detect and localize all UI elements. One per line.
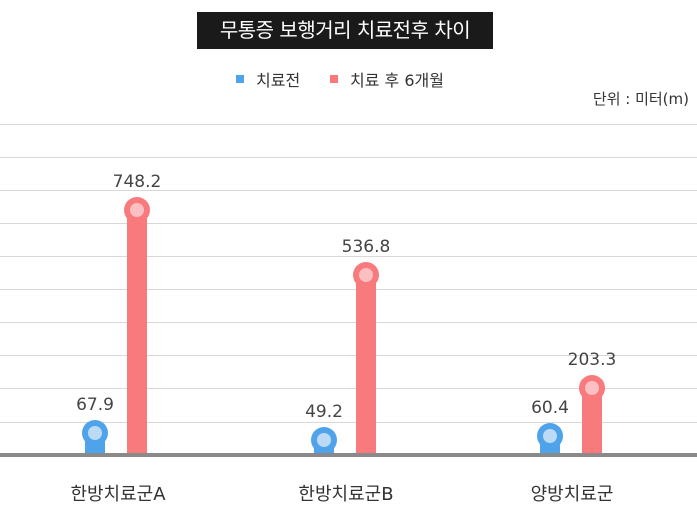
- legend-label-after: 치료 후 6개월: [350, 71, 444, 90]
- legend-swatch-after-icon: [330, 75, 338, 83]
- category-label-a: 한방치료군A: [70, 484, 166, 505]
- gridline: [0, 388, 697, 389]
- value-label-before-c: 60.4: [531, 398, 569, 418]
- legend-item-after: 치료 후 6개월: [330, 67, 444, 91]
- unit-label: 단위 : 미터(m): [592, 90, 689, 108]
- legend: 치료전 치료 후 6개월: [0, 67, 697, 91]
- gridline: [0, 223, 697, 224]
- legend-item-before: 치료전: [236, 67, 300, 91]
- gridline: [0, 322, 697, 323]
- marker-after-a: [124, 197, 150, 223]
- bar-after-c: [582, 388, 602, 454]
- marker-after-b: [353, 262, 379, 288]
- x-axis-baseline: [0, 453, 697, 457]
- marker-before-b: [311, 427, 337, 453]
- chart-title: 무통증 보행거리 치료전후 차이: [197, 12, 493, 49]
- gridline: [0, 289, 697, 290]
- marker-before-a: [82, 420, 108, 446]
- marker-before-c: [537, 423, 563, 449]
- gridline: [0, 157, 697, 158]
- gridline: [0, 422, 697, 423]
- value-label-after-a: 748.2: [112, 172, 162, 192]
- legend-swatch-before-icon: [236, 75, 244, 83]
- category-label-c: 양방치료군: [530, 484, 614, 505]
- bar-after-a: [127, 210, 147, 454]
- value-label-after-c: 203.3: [567, 350, 617, 370]
- value-label-after-b: 536.8: [341, 237, 391, 257]
- gridline: [0, 190, 697, 191]
- gridline: [0, 256, 697, 257]
- category-label-b: 한방치료군B: [298, 484, 394, 505]
- gridline: [0, 124, 697, 125]
- marker-after-c: [579, 375, 605, 401]
- gridline: [0, 355, 697, 356]
- bar-after-b: [356, 275, 376, 454]
- value-label-before-b: 49.2: [305, 402, 343, 422]
- value-label-before-a: 67.9: [76, 395, 114, 415]
- legend-label-before: 치료전: [256, 71, 301, 90]
